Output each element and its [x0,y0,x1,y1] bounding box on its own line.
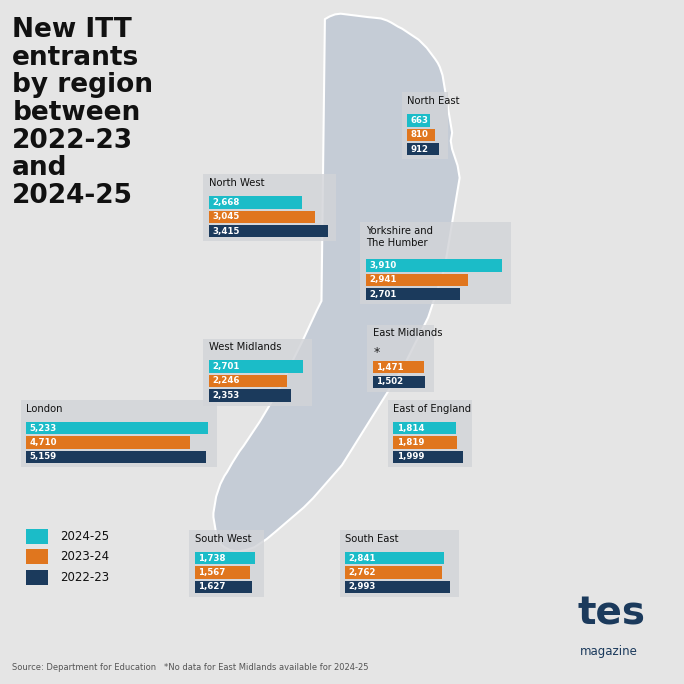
Text: East of England: East of England [393,404,471,414]
Text: 1,999: 1,999 [397,452,424,462]
Text: 3,910: 3,910 [369,261,397,270]
FancyBboxPatch shape [26,451,206,463]
Text: 4,710: 4,710 [29,438,57,447]
Text: New ITT
entrants
by region
between
2022-23
and
2024-25: New ITT entrants by region between 2022-… [12,17,153,209]
Text: 2,701: 2,701 [212,362,239,371]
FancyBboxPatch shape [195,581,252,593]
Text: 5,159: 5,159 [29,452,57,462]
Polygon shape [213,14,460,551]
Text: 2023-24: 2023-24 [60,550,109,564]
Text: London: London [26,404,62,414]
Text: North West: North West [209,178,264,188]
Text: West Midlands: West Midlands [209,342,281,352]
Text: East Midlands: East Midlands [373,328,443,339]
FancyBboxPatch shape [366,259,502,272]
Text: 2,701: 2,701 [369,289,397,299]
Text: 1,819: 1,819 [397,438,424,447]
FancyBboxPatch shape [203,174,337,241]
FancyBboxPatch shape [373,361,424,373]
FancyBboxPatch shape [393,451,463,463]
Text: 1,567: 1,567 [198,568,226,577]
FancyBboxPatch shape [209,211,315,223]
Text: tes: tes [578,594,646,633]
Text: 5,233: 5,233 [29,423,57,433]
FancyBboxPatch shape [407,143,438,155]
FancyBboxPatch shape [195,566,250,579]
Text: 2022-23: 2022-23 [60,570,109,584]
FancyBboxPatch shape [209,360,303,373]
FancyBboxPatch shape [367,325,434,392]
Text: 1,627: 1,627 [198,582,226,592]
Text: 2,941: 2,941 [369,275,397,285]
FancyBboxPatch shape [209,375,287,387]
Text: South East: South East [345,534,399,544]
Text: South West: South West [195,534,252,544]
Text: 2,993: 2,993 [349,582,376,592]
FancyBboxPatch shape [209,196,302,209]
FancyBboxPatch shape [26,422,208,434]
FancyBboxPatch shape [402,92,447,159]
FancyBboxPatch shape [26,570,48,585]
FancyBboxPatch shape [388,400,472,467]
Text: 3,045: 3,045 [212,212,239,222]
FancyBboxPatch shape [407,129,435,141]
FancyBboxPatch shape [209,225,328,237]
Text: 912: 912 [410,144,428,154]
FancyBboxPatch shape [345,566,442,579]
Text: 3,415: 3,415 [212,226,239,236]
Text: *: * [374,346,380,360]
FancyBboxPatch shape [407,114,430,127]
FancyBboxPatch shape [393,422,456,434]
Text: 1,502: 1,502 [376,377,404,386]
Text: Source: Department for Education   *No data for East Midlands available for 2024: Source: Department for Education *No dat… [12,663,369,672]
Text: North East: North East [407,96,460,106]
Text: 2,762: 2,762 [349,568,376,577]
FancyBboxPatch shape [26,436,190,449]
FancyBboxPatch shape [21,400,217,467]
Text: 2,668: 2,668 [212,198,239,207]
FancyBboxPatch shape [189,530,264,597]
Text: 810: 810 [410,130,428,140]
FancyBboxPatch shape [366,288,460,300]
FancyBboxPatch shape [203,339,312,406]
Text: 2,841: 2,841 [349,553,376,563]
Text: 663: 663 [410,116,428,125]
Text: Yorkshire and
The Humber: Yorkshire and The Humber [366,226,433,248]
FancyBboxPatch shape [393,436,457,449]
Text: magazine: magazine [580,645,638,658]
FancyBboxPatch shape [26,549,48,564]
Text: 2024-25: 2024-25 [60,529,109,543]
Text: 1,738: 1,738 [198,553,226,563]
FancyBboxPatch shape [373,376,425,388]
Text: 1,814: 1,814 [397,423,424,433]
FancyBboxPatch shape [195,552,255,564]
FancyBboxPatch shape [26,529,48,544]
Text: 2,246: 2,246 [212,376,239,386]
FancyBboxPatch shape [345,581,449,593]
FancyBboxPatch shape [209,389,291,402]
Text: 1,471: 1,471 [376,363,404,372]
FancyBboxPatch shape [340,530,458,597]
FancyBboxPatch shape [360,222,511,304]
FancyBboxPatch shape [345,552,445,564]
Text: 2,353: 2,353 [212,391,239,400]
FancyBboxPatch shape [366,274,469,286]
